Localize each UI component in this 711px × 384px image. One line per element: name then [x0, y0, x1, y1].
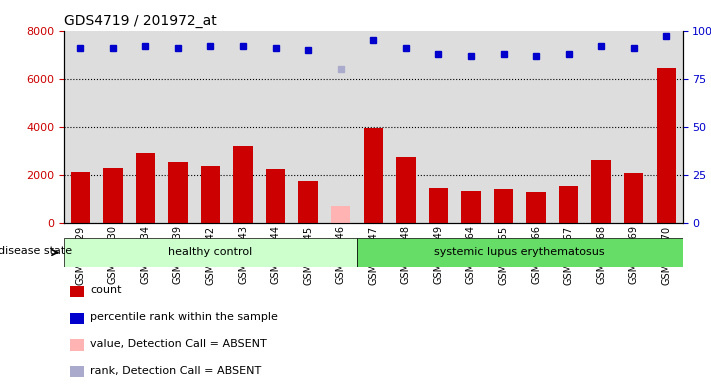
Bar	[624, 173, 643, 223]
Bar	[194, 31, 227, 223]
Bar	[585, 31, 617, 223]
Bar	[64, 31, 97, 223]
Bar	[656, 68, 676, 223]
Bar	[201, 166, 220, 223]
Text: disease state: disease state	[0, 246, 73, 256]
Bar	[161, 31, 194, 223]
Bar	[422, 31, 454, 223]
Text: systemic lupus erythematosus: systemic lupus erythematosus	[434, 247, 605, 258]
Bar	[169, 162, 188, 223]
Bar	[429, 188, 448, 223]
Bar	[70, 366, 84, 377]
Bar	[390, 31, 422, 223]
Bar	[454, 31, 487, 223]
Bar	[363, 128, 383, 223]
Bar	[233, 146, 253, 223]
Text: rank, Detection Call = ABSENT: rank, Detection Call = ABSENT	[90, 366, 261, 376]
Bar	[299, 181, 318, 223]
Bar	[136, 153, 155, 223]
Bar	[617, 31, 650, 223]
Bar	[97, 31, 129, 223]
Bar	[461, 191, 481, 223]
Bar	[526, 192, 546, 223]
Bar	[650, 31, 683, 223]
Bar	[70, 172, 90, 223]
Text: percentile rank within the sample: percentile rank within the sample	[90, 312, 278, 322]
Bar	[520, 31, 552, 223]
Bar	[129, 31, 161, 223]
Bar	[227, 31, 260, 223]
Bar	[552, 31, 585, 223]
Bar	[266, 169, 285, 223]
Bar	[592, 160, 611, 223]
Bar	[103, 167, 122, 223]
Bar	[324, 31, 357, 223]
Bar	[292, 31, 324, 223]
Text: count: count	[90, 285, 122, 295]
Text: healthy control: healthy control	[169, 247, 252, 258]
Text: GDS4719 / 201972_at: GDS4719 / 201972_at	[64, 14, 217, 28]
Bar	[70, 339, 84, 351]
Bar	[70, 286, 84, 297]
Bar	[64, 238, 357, 267]
Bar	[396, 157, 416, 223]
Text: value, Detection Call = ABSENT: value, Detection Call = ABSENT	[90, 339, 267, 349]
Bar	[493, 189, 513, 223]
Bar	[331, 207, 351, 223]
Bar	[357, 238, 683, 267]
Bar	[357, 31, 390, 223]
Bar	[559, 186, 578, 223]
Bar	[260, 31, 292, 223]
Bar	[70, 313, 84, 324]
Bar	[487, 31, 520, 223]
